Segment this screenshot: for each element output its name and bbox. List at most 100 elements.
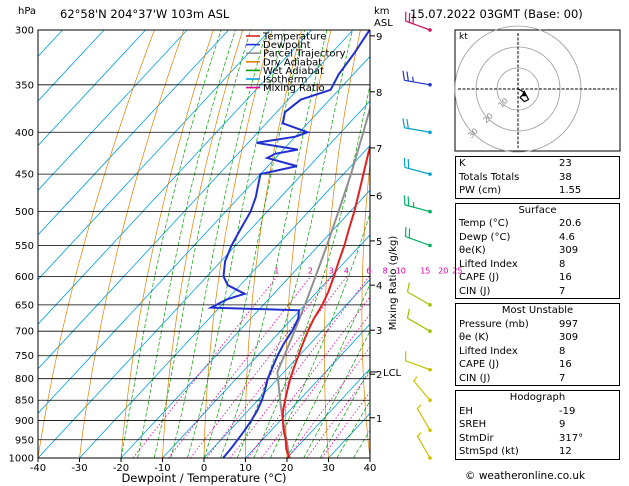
- isotherm-line: [79, 145, 370, 458]
- mixing-ratio-tick-label: 2: [308, 266, 313, 275]
- legend-entry: Dry Adiabat: [263, 57, 322, 68]
- km-tick-label: 3: [376, 326, 382, 337]
- wet-adiabat-line: [270, 212, 370, 458]
- surface-row: Temp (°C) 20.6: [459, 218, 582, 229]
- surface-title: Surface: [518, 204, 557, 216]
- pressure-tick-label: 950: [15, 435, 34, 446]
- legend-entry: Wet Adiabat: [263, 66, 324, 77]
- dry-adiabat-line: [79, 30, 185, 458]
- isotherm-line: [245, 323, 370, 458]
- parcel-trajectory-line: [276, 105, 370, 458]
- km-unit: km: [374, 6, 390, 17]
- surface-row: Dewp (°C) 4.6: [459, 231, 575, 243]
- pressure-tick-label: 800: [15, 374, 34, 385]
- surface-row: CAPE (J) 16: [459, 272, 572, 283]
- wind-barb-flag: [406, 308, 410, 319]
- index-row: PW (cm) 1.55: [459, 185, 582, 196]
- most-unstable-row: CIN (J) 7: [459, 372, 566, 384]
- hodograph-param-row: SREH 9: [459, 419, 566, 430]
- wet-adiabat-line: [203, 30, 305, 458]
- wind-barb-staff: [416, 435, 431, 459]
- most-unstable-row: CAPE (J) 16: [459, 359, 572, 370]
- pressure-tick-label: 550: [15, 241, 34, 252]
- legend-entry: Mixing Ratio: [263, 83, 325, 94]
- wind-barb-dot: [428, 303, 432, 307]
- mixing-ratio-line: [168, 276, 312, 458]
- wet-adiabat-line: [187, 30, 286, 458]
- wind-barb-flag: [406, 71, 409, 82]
- km-tick-label: 8: [376, 88, 382, 99]
- wind-barb-dot: [428, 209, 432, 214]
- isotherm-line: [162, 234, 370, 458]
- x-tick-label: 40: [364, 463, 377, 474]
- indices-box: K 23 Totals Totals 38 PW (cm) 1.55: [455, 156, 620, 199]
- wind-barb-staff: [404, 166, 431, 175]
- pressure-tick-label: 850: [15, 396, 34, 407]
- wind-barb-staff: [405, 360, 431, 371]
- km-tick-label: 7: [376, 144, 382, 155]
- isotherm-line: [38, 30, 271, 281]
- wind-barb-flag: [407, 196, 410, 206]
- mixing-ratio-line: [247, 296, 370, 458]
- mixing-ratio-axis-label: Mixing Ratio (g/kg): [388, 236, 399, 331]
- asl-unit: ASL: [374, 18, 393, 29]
- dry-adiabat-line: [162, 30, 244, 458]
- hodograph-params-title: Hodograph: [509, 392, 566, 403]
- mixing-ratio-line: [287, 346, 370, 458]
- pressure-tick-label: 650: [15, 300, 34, 311]
- isotherm-line: [286, 368, 370, 458]
- dry-adiabat-line: [38, 30, 155, 458]
- mixing-ratio-line: [229, 276, 370, 458]
- wind-barb-staff: [407, 291, 431, 306]
- x-tick-label: 20: [281, 463, 294, 474]
- legend-entry: Temperature: [262, 32, 326, 43]
- wind-barb-staff: [405, 236, 431, 247]
- hodograph-param-row: EH -19: [459, 405, 576, 417]
- isotherm-line: [38, 30, 354, 370]
- x-tick-label: -20: [113, 463, 129, 474]
- wind-barb-half-flag: [413, 376, 418, 382]
- most-unstable-row: Pressure (mb) 997: [459, 318, 579, 330]
- legend-entry: Isotherm: [263, 75, 307, 86]
- hodograph-param-row: StmSpd (kt) 12: [459, 446, 572, 457]
- dry-adiabat-line: [323, 30, 361, 458]
- most-unstable-row: Lifted Index 8: [459, 345, 566, 357]
- mixing-ratio-line: [206, 276, 348, 458]
- wet-adiabat-line: [220, 30, 328, 458]
- legend-entry: Parcel Trajectory: [263, 49, 346, 60]
- hodograph-params-box: Hodograph EH -19 SREH 9 StmDir 317° StmSpd …: [455, 390, 620, 460]
- isotherm-line: [38, 30, 188, 191]
- dry-adiabat-line: [434, 30, 454, 458]
- legend-entry: Dewpoint: [263, 40, 311, 51]
- wind-barb-staff: [404, 204, 431, 213]
- km-tick-label: 1: [376, 414, 382, 425]
- wet-adiabat-line: [319, 367, 370, 458]
- x-tick-label: -10: [154, 463, 170, 474]
- most-unstable-box: Most Unstable Pressure (mb) 997 θe (K) 309…: [455, 303, 620, 386]
- wind-barb-half-flag: [417, 404, 422, 410]
- pressure-tick-label: 600: [15, 272, 34, 283]
- most-unstable-row: θe (K) 309: [459, 332, 579, 343]
- wind-barb-staff: [404, 127, 431, 133]
- wet-adiabat-line: [120, 30, 222, 458]
- location-title: 62°58'N 204°37'W 103m ASL: [60, 7, 230, 21]
- wind-barb-flag: [402, 70, 405, 81]
- wind-barb-dot: [428, 172, 432, 176]
- temperature-line: [281, 143, 370, 458]
- credit-text[interactable]: © weatheronline.co.uk: [465, 470, 586, 482]
- isotherm-line: [38, 30, 146, 147]
- wind-barb-dot: [428, 82, 432, 87]
- hpa-unit: hPa: [18, 6, 36, 17]
- isotherm-line: [203, 278, 370, 458]
- axes: 1 2 3 4 6 8 10 15 20 2530035040045050055060065070…: [9, 26, 463, 475]
- mixing-ratio-tick-label: 1: [274, 266, 279, 275]
- mixing-ratio-tick-label: 10: [396, 266, 406, 275]
- dry-adiabat-line: [285, 30, 332, 458]
- wind-barb-flag: [406, 282, 410, 292]
- wind-barb-dot: [428, 398, 432, 403]
- x-tick-label: 10: [239, 463, 252, 474]
- wind-barb-flag: [403, 195, 406, 205]
- pressure-tick-label: 1000: [9, 454, 34, 465]
